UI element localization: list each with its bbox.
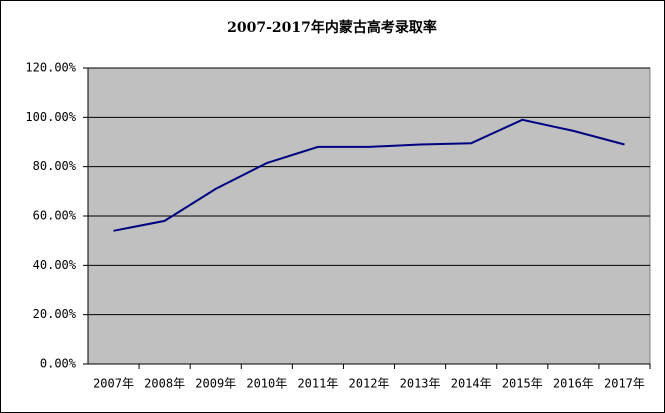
y-tick-label: 60.00% — [33, 209, 77, 223]
y-tick-label: 40.00% — [33, 258, 77, 272]
y-tick-label: 100.00% — [25, 110, 76, 124]
x-tick-label: 2009年 — [195, 377, 236, 391]
y-tick-label: 80.00% — [33, 159, 77, 173]
x-tick-label: 2014年 — [451, 377, 492, 391]
x-tick-label: 2008年 — [144, 377, 185, 391]
x-tick-label: 2011年 — [297, 377, 338, 391]
x-tick-label: 2016年 — [553, 377, 594, 391]
chart-title: 2007-2017年内蒙古高考录取率 — [227, 19, 437, 36]
x-tick-label: 2010年 — [246, 377, 287, 391]
y-tick-label: 120.00% — [25, 61, 76, 75]
y-tick-label: 20.00% — [33, 307, 77, 321]
y-tick-label: 0.00% — [40, 357, 77, 371]
data-line — [113, 118, 625, 232]
x-tick-label: 2012年 — [349, 377, 390, 391]
x-tick-label: 2017年 — [604, 377, 645, 391]
x-tick-label: 2013年 — [400, 377, 441, 391]
x-tick-label: 2015年 — [502, 377, 543, 391]
x-tick-label: 2007年 — [93, 377, 134, 391]
